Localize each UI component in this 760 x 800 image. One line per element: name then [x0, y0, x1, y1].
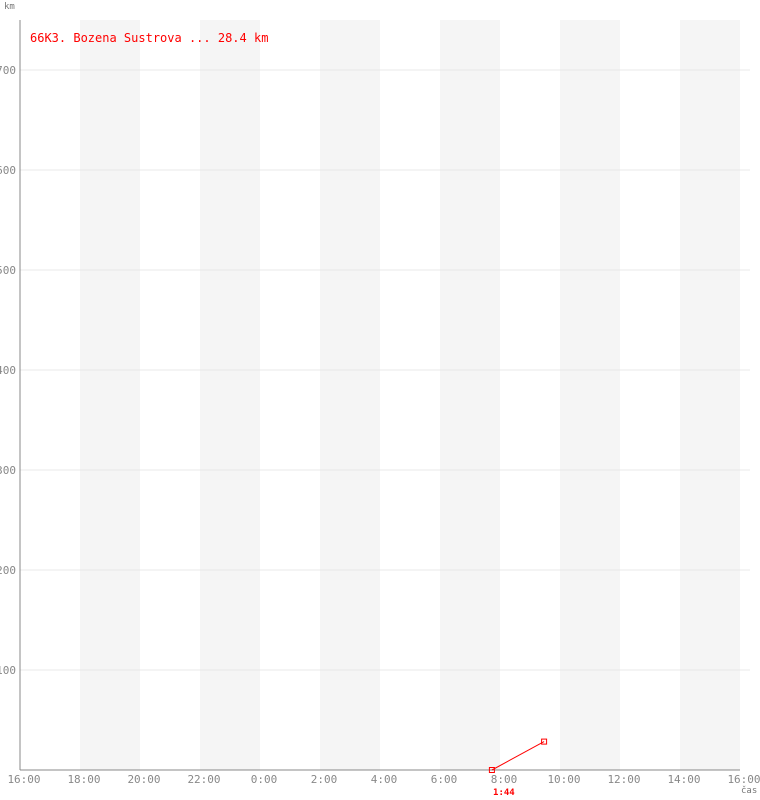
y-axis-label: km [4, 2, 15, 12]
time-band [680, 20, 740, 770]
x-tick-label: 16:00 [7, 773, 40, 786]
x-tick-label: 20:00 [127, 773, 160, 786]
time-band [560, 20, 620, 770]
x-tick-label: 6:00 [431, 773, 458, 786]
x-tick-label: 8:00 [491, 773, 518, 786]
series-line [491, 741, 545, 771]
y-tick-label: 300 [0, 464, 16, 477]
chart-title: 66K3. Bozena Sustrova ... 28.4 km [30, 31, 268, 45]
x-tick-label: 14:00 [667, 773, 700, 786]
time-band [80, 20, 140, 770]
x-tick-label: 22:00 [187, 773, 220, 786]
duration-label: 1:44 [493, 788, 515, 798]
x-tick-label: 12:00 [607, 773, 640, 786]
data-point [541, 738, 548, 745]
x-tick-label: 10:00 [547, 773, 580, 786]
y-tick-label: 600 [0, 164, 16, 177]
x-tick-label: 18:00 [67, 773, 100, 786]
x-tick-label: 16:00 [727, 773, 760, 786]
x-axis-label: čas [741, 785, 757, 796]
x-tick-label: 2:00 [311, 773, 338, 786]
x-tick-label: 4:00 [371, 773, 398, 786]
y-tick-label: 500 [0, 264, 16, 277]
time-band [320, 20, 380, 770]
x-tick-label: 0:00 [251, 773, 278, 786]
y-tick-label: 200 [0, 564, 16, 577]
y-tick-label: 400 [0, 364, 16, 377]
y-tick-label: 100 [0, 664, 16, 677]
time-band [440, 20, 500, 770]
time-band [200, 20, 260, 770]
data-point [488, 767, 495, 773]
y-tick-label: 700 [0, 64, 16, 77]
